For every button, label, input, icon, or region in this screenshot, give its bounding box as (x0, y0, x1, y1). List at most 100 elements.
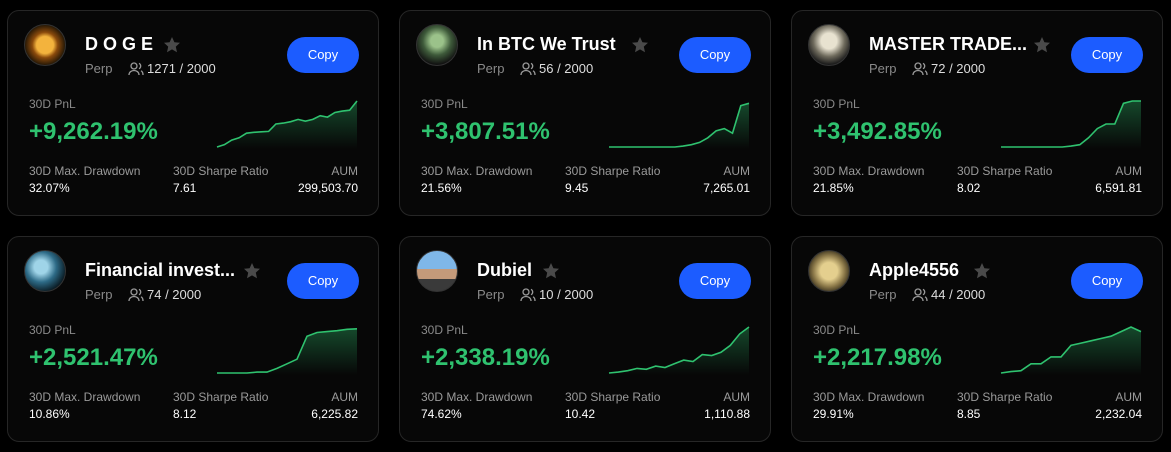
pnl-sparkline (217, 328, 358, 375)
stat-value: 21.56% (421, 181, 462, 195)
stat-label: 30D Max. Drawdown (813, 390, 925, 404)
stat-value: 32.07% (29, 181, 70, 195)
stat-label: 30D Sharpe Ratio (565, 390, 661, 404)
stat-label: AUM (331, 390, 358, 404)
market-type: Perp (85, 287, 113, 302)
stat-label: 30D Max. Drawdown (813, 164, 925, 178)
stat-value: 6,225.82 (311, 407, 358, 421)
stat-value: 8.85 (957, 407, 981, 421)
pnl-label: 30D PnL (813, 97, 860, 111)
pnl-sparkline (1000, 326, 1142, 375)
stat-value: 29.91% (813, 407, 854, 421)
market-type: Perp (869, 287, 897, 302)
copy-button[interactable]: Copy (287, 263, 359, 299)
market-type: Perp (477, 61, 505, 76)
stat-value: 10.42 (565, 407, 596, 421)
pnl-value: +2,338.19% (421, 344, 550, 371)
copiers-count: 72 / 2000 (931, 61, 986, 76)
stat-value: 7,265.01 (703, 181, 750, 195)
pnl-sparkline (609, 102, 750, 149)
trader-card[interactable]: Apple4556 Perp 44 / 2000 Copy 30D PnL +2,217.… (791, 236, 1163, 442)
stat-value: 7.61 (173, 181, 197, 195)
trader-card[interactable]: Financial invest... Perp 74 / 2000 Copy 30D … (7, 236, 379, 442)
copiers-icon (128, 62, 144, 76)
stat-value: 21.85% (813, 181, 854, 195)
stat-label: AUM (723, 164, 750, 178)
avatar (808, 24, 850, 66)
pnl-label: 30D PnL (421, 97, 468, 111)
copy-button[interactable]: Copy (287, 37, 359, 73)
stat-label: AUM (331, 164, 358, 178)
stat-value: 6,591.81 (1095, 181, 1142, 195)
avatar (24, 250, 66, 292)
favorite-star[interactable] (243, 262, 261, 280)
stat-label: AUM (1115, 390, 1142, 404)
stat-label: 30D Max. Drawdown (29, 390, 141, 404)
market-type: Perp (85, 61, 113, 76)
pnl-value: +2,521.47% (29, 344, 158, 371)
trader-name: Dubiel (477, 260, 533, 280)
trader-card[interactable]: In BTC We Trust Perp 56 / 2000 Copy 30D PnL +… (399, 10, 771, 216)
trader-card[interactable]: D O G E Perp 1271 / 2000 Copy 30D PnL +9,262.… (7, 10, 379, 216)
copiers-count: 1271 / 2000 (147, 61, 216, 76)
pnl-sparkline (216, 100, 358, 149)
stat-label: 30D Sharpe Ratio (957, 390, 1053, 404)
trader-name: Apple4556 (869, 260, 960, 280)
pnl-value: +3,492.85% (813, 118, 942, 145)
stat-value: 2,232.04 (1095, 407, 1142, 421)
favorite-star[interactable] (1033, 36, 1051, 54)
pnl-sparkline (608, 326, 750, 375)
pnl-label: 30D PnL (813, 323, 860, 337)
stat-label: AUM (723, 390, 750, 404)
favorite-star[interactable] (631, 36, 649, 54)
trader-name: Financial invest... (85, 260, 236, 280)
stat-label: 30D Max. Drawdown (29, 164, 141, 178)
market-type: Perp (869, 61, 897, 76)
copiers-count: 10 / 2000 (539, 287, 594, 302)
stat-label: 30D Sharpe Ratio (173, 390, 269, 404)
copy-button[interactable]: Copy (1071, 263, 1143, 299)
stat-label: 30D Sharpe Ratio (957, 164, 1053, 178)
copy-button[interactable]: Copy (1071, 37, 1143, 73)
stat-value: 8.12 (173, 407, 197, 421)
copiers-count: 56 / 2000 (539, 61, 594, 76)
stat-label: 30D Max. Drawdown (421, 390, 533, 404)
pnl-value: +9,262.19% (29, 118, 158, 145)
stat-value: 8.02 (957, 181, 981, 195)
copy-button[interactable]: Copy (679, 37, 751, 73)
trader-card[interactable]: MASTER TRADE... Perp 72 / 2000 Copy 30D PnL +… (791, 10, 1163, 216)
stat-value: 9.45 (565, 181, 589, 195)
stat-value: 74.62% (421, 407, 462, 421)
stat-label: 30D Sharpe Ratio (565, 164, 661, 178)
favorite-star[interactable] (542, 262, 560, 280)
copiers-icon (128, 288, 144, 302)
trader-name: In BTC We Trust (477, 34, 616, 54)
stat-label: 30D Max. Drawdown (421, 164, 533, 178)
copiers-icon (912, 288, 928, 302)
market-type: Perp (477, 287, 505, 302)
stat-label: 30D Sharpe Ratio (173, 164, 269, 178)
trader-name: D O G E (85, 34, 154, 54)
pnl-value: +2,217.98% (813, 344, 942, 371)
pnl-sparkline (1001, 100, 1141, 149)
pnl-value: +3,807.51% (421, 118, 550, 145)
copiers-icon (912, 62, 928, 76)
favorite-star[interactable] (163, 36, 181, 54)
pnl-label: 30D PnL (29, 323, 76, 337)
avatar (24, 24, 66, 66)
copiers-count: 44 / 2000 (931, 287, 986, 302)
copiers-icon (520, 288, 536, 302)
trader-name: MASTER TRADE... (869, 34, 1028, 54)
stat-value: 10.86% (29, 407, 70, 421)
favorite-star[interactable] (973, 262, 991, 280)
avatar (808, 250, 850, 292)
copy-button[interactable]: Copy (679, 263, 751, 299)
stat-label: AUM (1115, 164, 1142, 178)
avatar (416, 250, 458, 292)
trader-card[interactable]: Dubiel Perp 10 / 2000 Copy 30D PnL +2,338.19%… (399, 236, 771, 442)
copiers-count: 74 / 2000 (147, 287, 202, 302)
stat-value: 1,110.88 (704, 407, 750, 421)
pnl-label: 30D PnL (29, 97, 76, 111)
copiers-icon (520, 62, 536, 76)
